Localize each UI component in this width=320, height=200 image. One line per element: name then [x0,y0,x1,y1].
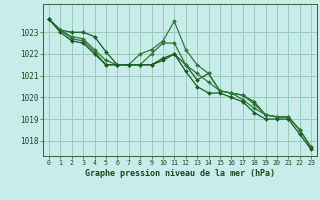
X-axis label: Graphe pression niveau de la mer (hPa): Graphe pression niveau de la mer (hPa) [85,169,275,178]
